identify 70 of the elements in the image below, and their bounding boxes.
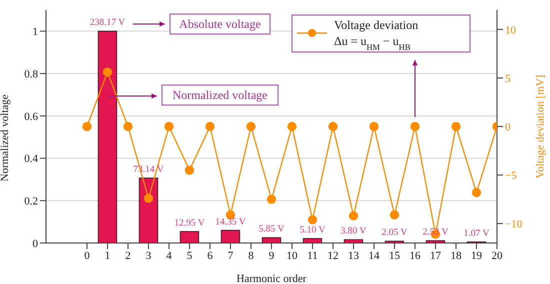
y-axis-title: Normalized voltage bbox=[0, 94, 11, 182]
x-tick-label: 3 bbox=[146, 250, 152, 262]
y-tick-label: 0 bbox=[32, 238, 38, 250]
annotation: 5.85 V bbox=[258, 224, 284, 235]
point bbox=[369, 122, 379, 132]
y2-tick-label: −5 bbox=[505, 170, 518, 182]
y2-tick-label: 5 bbox=[505, 72, 511, 85]
bar bbox=[344, 239, 364, 243]
annotation: 14.35 V bbox=[215, 217, 246, 228]
x-tick-label: 6 bbox=[207, 250, 214, 262]
point bbox=[102, 68, 112, 77]
bar bbox=[302, 238, 322, 243]
x-tick-label: 11 bbox=[307, 250, 318, 262]
point bbox=[410, 122, 420, 132]
x-tick-label: 18 bbox=[450, 250, 462, 262]
y2-axis-title: Voltage deviation [mV] bbox=[534, 74, 546, 178]
x-tick-label: 15 bbox=[389, 250, 400, 262]
x-tick-label: 17 bbox=[430, 250, 442, 262]
x-tick-label: 12 bbox=[328, 250, 338, 262]
point bbox=[287, 122, 297, 132]
x-tick-label: 9 bbox=[268, 250, 275, 262]
x-tick-label: 14 bbox=[368, 250, 380, 262]
y-tick-label: 0.2 bbox=[24, 196, 38, 208]
y-tick-label: 0.6 bbox=[24, 110, 38, 123]
annotation: 12.95 V bbox=[174, 218, 205, 229]
x-tick-label: 8 bbox=[248, 250, 254, 262]
bar bbox=[98, 30, 118, 243]
annotation: 238.17 V bbox=[90, 18, 126, 28]
point bbox=[266, 194, 276, 204]
x-tick-label: 10 bbox=[286, 250, 298, 262]
point bbox=[308, 215, 318, 224]
y-tick-label: 0.8 bbox=[24, 68, 38, 80]
y2-tick-label: 0 bbox=[505, 121, 511, 134]
y2-tick-label: −10 bbox=[505, 218, 523, 230]
point bbox=[82, 122, 92, 132]
bar bbox=[180, 231, 200, 243]
x-tick-label: 7 bbox=[228, 250, 234, 262]
x-tick-label: 4 bbox=[166, 250, 172, 262]
point bbox=[184, 166, 194, 175]
annotation: 5.10 V bbox=[300, 226, 326, 236]
x-tick-label: 19 bbox=[471, 250, 482, 262]
legend-label: Voltage deviation Δu = u$_{HM}$ − u$_{HB}$ bbox=[334, 18, 418, 52]
x-tick-label: 20 bbox=[492, 250, 503, 262]
x-tick-label: 1 bbox=[104, 250, 110, 262]
point bbox=[348, 211, 358, 220]
annotation: Normalized voltage bbox=[172, 88, 268, 102]
x-tick-label: 2 bbox=[125, 250, 131, 262]
point bbox=[472, 188, 482, 198]
bar bbox=[220, 230, 240, 243]
y-tick-label: 0.4 bbox=[24, 153, 38, 166]
point bbox=[451, 122, 461, 132]
point bbox=[390, 210, 400, 220]
x-tick-label: 0 bbox=[84, 250, 90, 262]
x-tick-label: 13 bbox=[348, 250, 360, 262]
point bbox=[328, 122, 338, 132]
annotation: Absolute voltage bbox=[179, 17, 261, 31]
bar bbox=[138, 178, 158, 243]
point bbox=[164, 122, 174, 132]
annotation: 2.05 V bbox=[382, 228, 408, 238]
annotation: 3.80 V bbox=[340, 226, 366, 237]
x-axis-title: Harmonic order bbox=[236, 273, 307, 284]
point bbox=[246, 122, 256, 132]
point bbox=[123, 122, 133, 132]
x-tick-label: 5 bbox=[186, 250, 193, 262]
point bbox=[205, 122, 215, 132]
x-tick-label: 16 bbox=[410, 250, 421, 262]
y2-tick-label: 10 bbox=[505, 24, 516, 36]
annotation: 1.07 V bbox=[464, 228, 490, 239]
point bbox=[144, 194, 154, 203]
y-tick-label: 1 bbox=[32, 26, 38, 38]
